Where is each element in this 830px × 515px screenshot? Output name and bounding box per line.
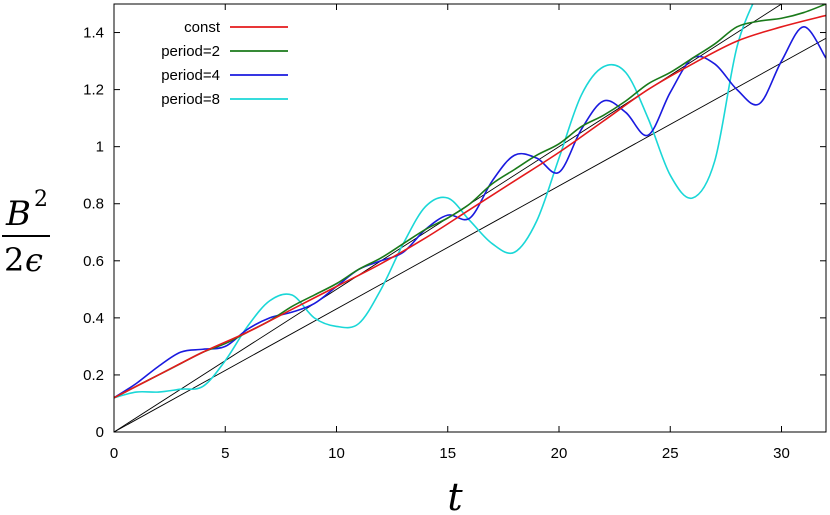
x-axis: 0 5 10 15 20 25 30 [110,4,790,462]
x-tick-label: 0 [110,445,118,462]
legend-label-period-8: period=8 [161,91,220,108]
y-label-denominator-variable: ϵ [25,241,43,279]
legend: const period=2 period=4 period=8 [161,19,288,108]
y-axis-label: B 2 2 ϵ [2,187,50,279]
y-tick-label: 0 [96,424,104,441]
y-tick-label: 0.2 [83,367,104,384]
plot-frame [113,3,827,433]
reference-line-2 [114,37,826,432]
y-tick-label: 0.8 [83,196,104,213]
y-tick-label: 1.2 [83,82,104,99]
y-tick-label: 1.4 [83,25,104,42]
legend-label-period-4: period=4 [161,67,220,84]
y-axis: 0 0.2 0.4 0.6 0.8 1 1.2 1.4 [83,25,826,441]
y-tick-label: 0.4 [83,310,104,327]
series-line-const [114,14,826,399]
x-tick-label: 15 [439,445,456,462]
y-tick-label: 1 [96,139,104,156]
series-line-period-2 [114,4,826,399]
x-tick-label: 10 [328,445,345,462]
y-label-numerator-exponent: 2 [34,187,48,212]
x-tick-label: 25 [662,445,679,462]
y-label-numerator-base: B [5,194,31,234]
legend-label-const: const [184,19,221,36]
y-tick-label: 0.6 [83,253,104,270]
x-tick-label: 30 [773,445,790,462]
series-line-period-8 [114,4,754,399]
x-tick-label: 20 [551,445,568,462]
y-label-denominator-coefficient: 2 [4,241,24,279]
x-tick-label: 5 [221,445,229,462]
x-axis-label: t [447,475,463,515]
series-line-period-4 [114,26,826,399]
legend-label-period-2: period=2 [161,43,220,60]
series-lines [114,4,826,399]
